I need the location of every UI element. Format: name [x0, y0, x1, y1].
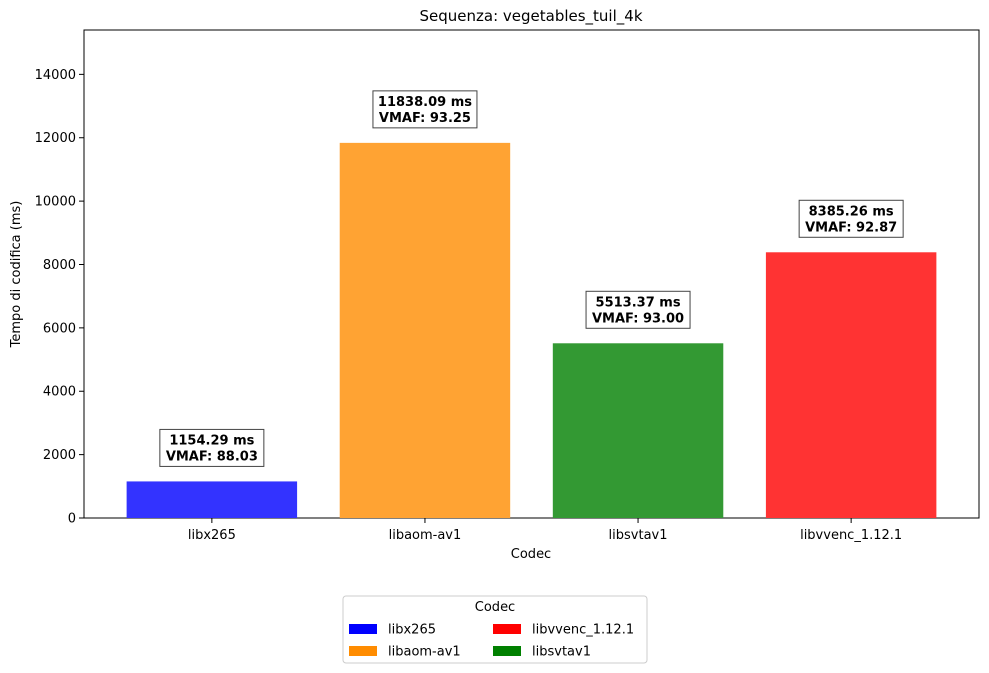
y-tick-label: 4000: [43, 385, 76, 400]
bar-libvvenc_1.12.1: [765, 252, 937, 518]
y-tick-label: 2000: [43, 448, 76, 463]
x-tick-label: libsvtav1: [609, 528, 668, 543]
legend-label: libsvtav1: [532, 645, 591, 660]
x-tick-label: libaom-av1: [389, 528, 462, 543]
annotation-box: [798, 199, 904, 238]
legend-label: libx265: [388, 623, 436, 638]
x-tick-label: libx265: [188, 528, 236, 543]
annotation-vmaf: VMAF: 88.03: [166, 449, 258, 464]
legend-swatch: [493, 646, 521, 656]
x-tick-label: libvvenc_1.12.1: [800, 528, 902, 543]
annotation-time: 8385.26 ms: [809, 204, 894, 219]
bar-libaom-av1: [339, 142, 511, 518]
y-axis-label: Tempo di codifica (ms): [9, 201, 24, 349]
y-tick-label: 10000: [35, 195, 76, 210]
y-tick-label: 6000: [43, 321, 76, 336]
y-tick-label: 12000: [35, 131, 76, 146]
annotation-time: 1154.29 ms: [169, 433, 254, 448]
bar-libsvtav1: [552, 343, 724, 518]
y-tick-label: 14000: [35, 68, 76, 83]
bar-libx265: [126, 481, 298, 518]
plot-area-frame: [83, 29, 980, 519]
annotation-vmaf: VMAF: 92.87: [805, 220, 897, 235]
annotation-vmaf: VMAF: 93.25: [379, 111, 471, 126]
x-axis-label: Codec: [511, 547, 551, 562]
legend-label: libaom-av1: [388, 645, 461, 660]
bars-group: [126, 142, 937, 518]
annotation-time: 5513.37 ms: [596, 295, 681, 310]
legend-swatch: [493, 624, 521, 634]
annotation-time: 11838.09 ms: [378, 95, 472, 110]
y-tick-label: 0: [68, 512, 76, 527]
legend-swatch: [349, 624, 377, 634]
legend-swatch: [349, 646, 377, 656]
y-axis: 0 2000 4000 6000 8000 10000 12000 14000: [35, 68, 84, 527]
annotation-box: [372, 90, 478, 129]
annotation-box: [585, 290, 691, 329]
legend: Codec libx265 libvvenc_1.12.1 libaom-av1 li…: [342, 595, 648, 664]
chart-title: Sequenza: vegetables_tuil_4k: [419, 7, 642, 26]
legend-label: libvvenc_1.12.1: [532, 623, 634, 638]
annotation-vmaf: VMAF: 93.00: [592, 311, 684, 326]
x-axis: libx265 libaom-av1 libsvtav1 libvvenc_1.12.…: [188, 518, 902, 543]
y-tick-label: 8000: [43, 258, 76, 273]
annotation-box: [159, 428, 265, 467]
legend-title: Codec: [475, 600, 515, 615]
